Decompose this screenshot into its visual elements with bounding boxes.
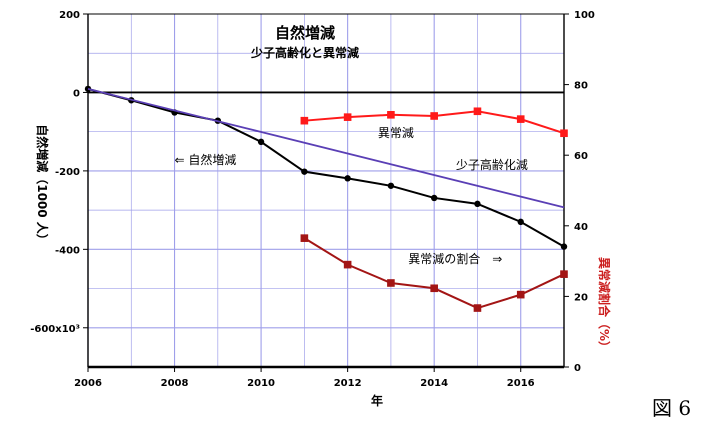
- y-left-tick-label: -400: [55, 245, 80, 256]
- data-point: [430, 284, 438, 293]
- y-left-tick-label: 0: [73, 88, 80, 99]
- x-tick-label: 2006: [74, 378, 102, 389]
- data-point: [387, 279, 395, 287]
- series-line-1: [87, 88, 565, 209]
- y-left-tick-label: 200: [59, 10, 80, 21]
- y-left-tick-label: -200: [55, 167, 80, 178]
- x-tick-label: 2014: [420, 378, 448, 389]
- data-point: [343, 113, 352, 121]
- data-point: [516, 290, 525, 299]
- annotation-label: ⇐ 自然増減: [175, 152, 237, 167]
- data-point: [344, 175, 351, 182]
- annotation-label: 異常減の割合 ⇒: [408, 251, 502, 266]
- data-point: [560, 270, 568, 278]
- data-point: [516, 115, 525, 123]
- y-right-tick-label: 0: [574, 363, 581, 374]
- y-right-tick-label: 100: [574, 10, 595, 21]
- x-tick-label: 2008: [161, 378, 189, 389]
- data-point: [301, 168, 308, 175]
- data-point: [257, 138, 265, 146]
- data-point: [560, 243, 568, 250]
- data-point: [387, 182, 395, 189]
- x-tick-label: 2010: [247, 378, 275, 389]
- x-tick-label: 2016: [507, 378, 535, 389]
- y-right-tick-label: 80: [574, 81, 588, 92]
- data-point: [474, 200, 481, 208]
- data-point: [343, 260, 352, 269]
- data-point: [430, 194, 438, 202]
- y-axis-label-left: 自然増減（1000 人）: [35, 124, 50, 246]
- y-axis-label-right: 異常減割合（%）: [597, 257, 612, 353]
- data-point: [430, 112, 438, 120]
- data-point: [560, 129, 568, 138]
- data-point: [473, 107, 482, 116]
- y-right-tick-label: 60: [574, 151, 588, 162]
- data-point: [387, 111, 395, 119]
- annotation-label: 少子高齢化減: [456, 157, 528, 172]
- series-line-0: [87, 87, 565, 248]
- data-point: [300, 116, 309, 125]
- figure-label: 図 6: [652, 396, 691, 420]
- plot-frame: [83, 13, 569, 372]
- chart-subtitle: 少子高齢化と異常減: [250, 45, 359, 60]
- y-left-tick-label: -600x10³: [30, 324, 80, 335]
- data-point: [473, 304, 482, 312]
- data-point: [300, 234, 309, 242]
- data-point: [517, 218, 524, 226]
- y-right-tick-label: 40: [574, 222, 588, 233]
- series-layer: [84, 85, 568, 312]
- annotation-label: 異常減: [378, 125, 414, 140]
- y-right-tick-label: 20: [574, 292, 588, 303]
- reference-lines: [88, 91, 564, 369]
- x-tick-label: 2012: [334, 378, 362, 389]
- x-axis-label: 年: [371, 393, 383, 408]
- chart-title: 自然増減: [275, 24, 335, 42]
